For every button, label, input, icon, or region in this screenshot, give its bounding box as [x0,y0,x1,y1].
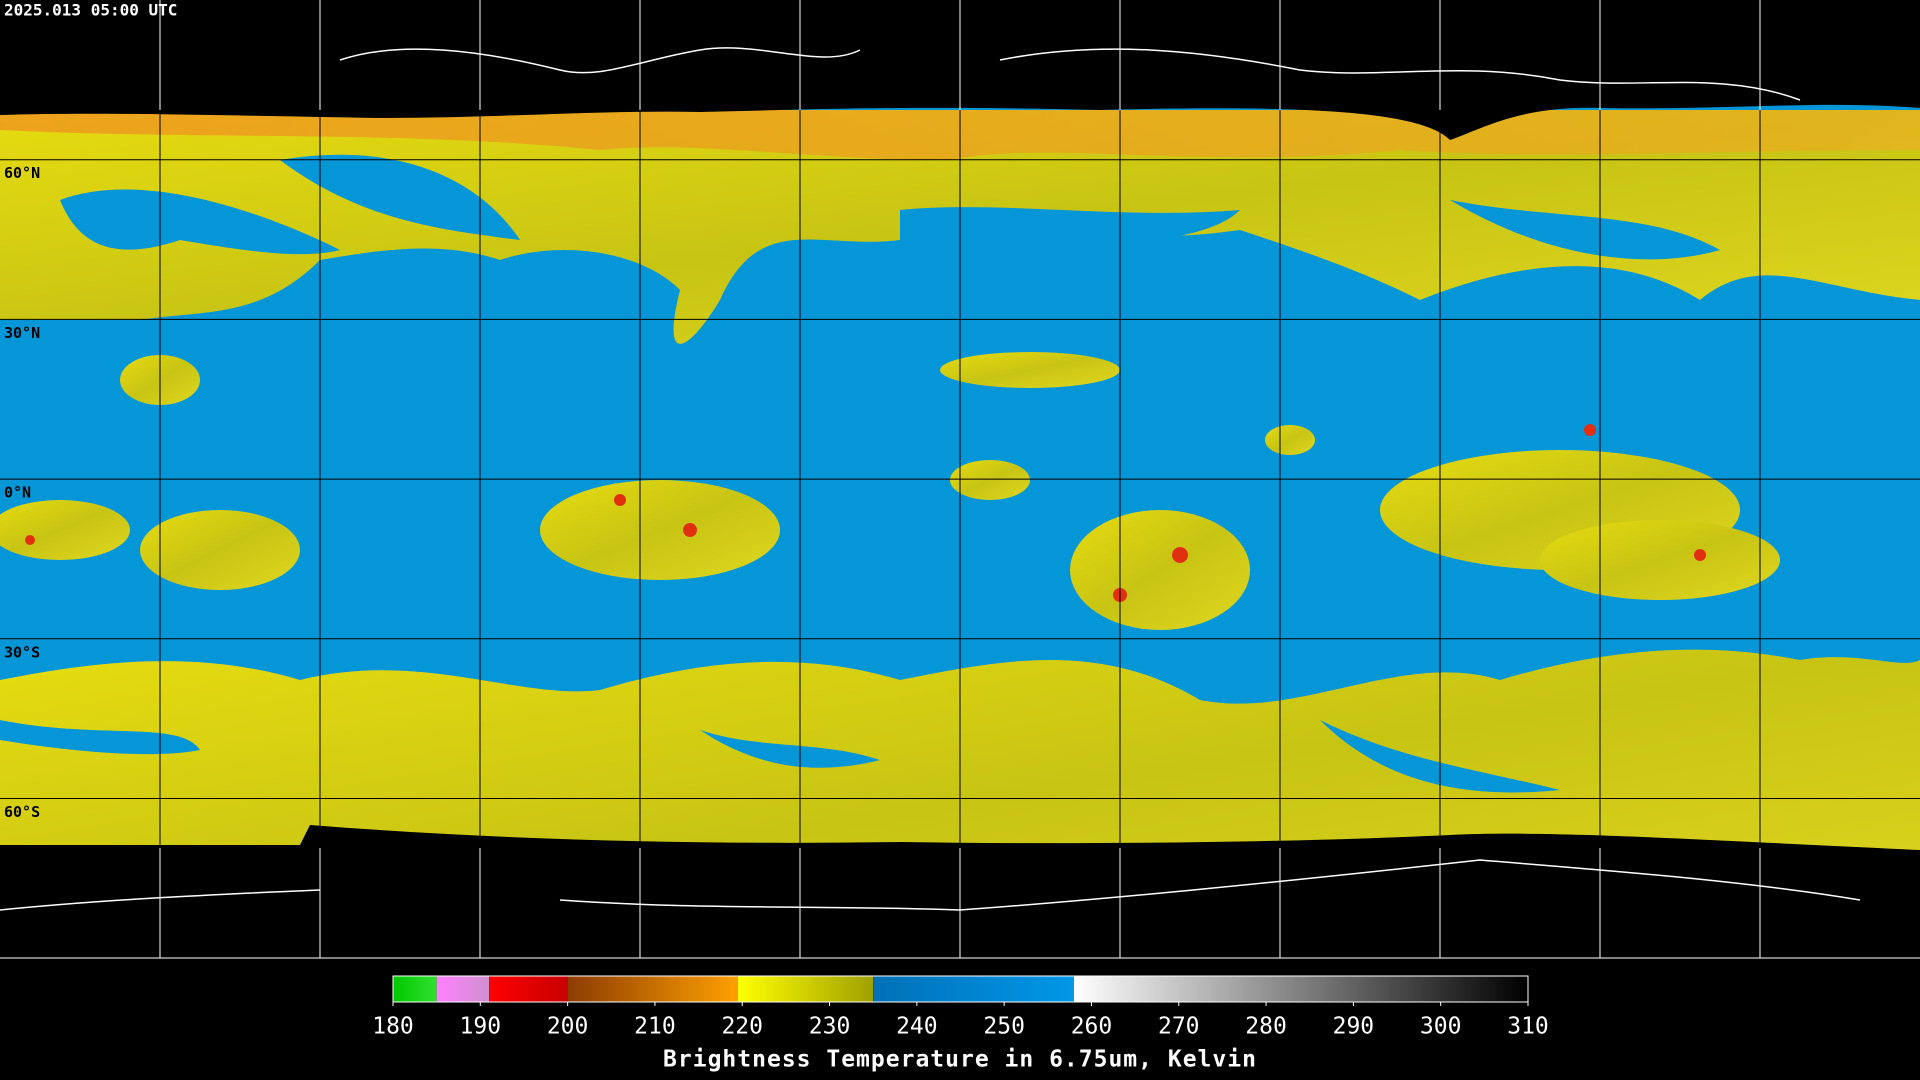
colorbar-segment [489,976,568,1002]
colorbar-segment [737,976,874,1002]
graticule [0,0,1920,959]
timestamp: 2025.013 05:00 UTC [4,1,177,20]
colorbar-tick-label: 300 [1420,1014,1462,1040]
colorbar-tick-label: 180 [372,1014,414,1040]
latitude-labels: 60°N 30°N 0°N 30°S 60°S [4,164,40,821]
colorbar-tick-label: 260 [1071,1014,1113,1040]
colorbar-segment [567,976,738,1002]
latitude-label: 30°S [4,643,40,661]
colorbar-tick-label: 220 [721,1014,763,1040]
colorbar-frame [392,975,1529,1003]
coastline [0,47,1861,911]
dry-air [1450,200,1720,260]
latitude-label: 0°N [4,484,31,502]
dry-air [280,154,520,240]
colorbar-tick-label: 280 [1245,1014,1287,1040]
colorbar-tick-label: 310 [1507,1014,1549,1040]
colorbar-tick-label: 270 [1158,1014,1200,1040]
colorbar-segment [436,976,490,1002]
colorbar-segment [873,976,1074,1002]
dry-air [900,207,1240,246]
latitude-label: 60°N [4,164,40,182]
tropical-convection [0,352,1780,630]
colorbar-segment [393,976,437,1002]
colorbar-tick-label: 190 [460,1014,502,1040]
colorbar-tick-label: 240 [896,1014,938,1040]
colorbar: 180 190 200 210 220 230 240 250 260 270 280 290 300 3… [372,975,1549,1040]
colorbar-segment [1074,976,1528,1002]
dry-air [0,720,200,755]
colorbar-title: Brightness Temperature in 6.75um, Kelvin [663,1047,1257,1073]
colorbar-tick-label: 210 [634,1014,676,1040]
latitude-label: 30°N [4,324,40,342]
colorbar-tick-label: 230 [809,1014,851,1040]
colorbar-tick-label: 200 [547,1014,589,1040]
latitude-label: 60°S [4,803,40,821]
colorbar-tick-label: 290 [1333,1014,1375,1040]
dry-air [700,730,880,768]
dry-air [60,189,340,255]
colorbar-tick-label: 250 [983,1014,1025,1040]
